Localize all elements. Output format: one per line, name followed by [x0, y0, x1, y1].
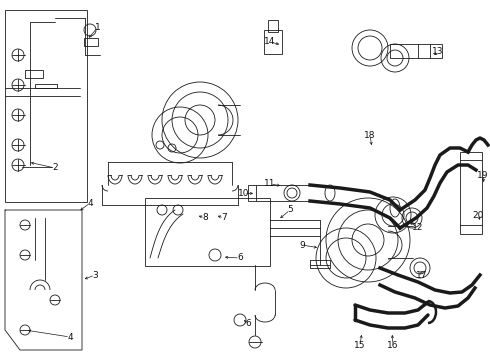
- Bar: [145, 198, 270, 266]
- Bar: [460, 152, 482, 234]
- Text: 17: 17: [416, 270, 428, 279]
- Text: 14: 14: [264, 37, 276, 46]
- Text: 6: 6: [237, 253, 243, 262]
- Bar: [25, 70, 43, 78]
- Text: 12: 12: [412, 224, 424, 233]
- Text: 19: 19: [477, 171, 489, 180]
- Text: 1: 1: [95, 22, 101, 31]
- Bar: [430, 44, 442, 58]
- Text: 2: 2: [52, 163, 58, 172]
- Bar: [84, 38, 98, 46]
- Text: 18: 18: [364, 130, 376, 139]
- Text: 3: 3: [92, 270, 98, 279]
- Text: 6: 6: [245, 320, 251, 328]
- Text: 11: 11: [264, 180, 276, 189]
- Text: 10: 10: [238, 189, 250, 198]
- Text: 4: 4: [67, 333, 73, 342]
- Text: 13: 13: [432, 48, 444, 57]
- Text: 5: 5: [287, 206, 293, 215]
- Text: 4: 4: [87, 198, 93, 207]
- Text: 7: 7: [221, 213, 227, 222]
- Text: 20: 20: [472, 211, 484, 220]
- Bar: [5, 10, 87, 202]
- Bar: [264, 30, 282, 54]
- Bar: [310, 260, 330, 268]
- Text: 16: 16: [387, 341, 399, 350]
- Bar: [390, 44, 418, 58]
- Text: 8: 8: [202, 213, 208, 222]
- Bar: [35, 84, 57, 88]
- Text: 9: 9: [299, 240, 305, 249]
- Bar: [268, 20, 278, 32]
- Text: 15: 15: [354, 341, 366, 350]
- Bar: [248, 185, 256, 201]
